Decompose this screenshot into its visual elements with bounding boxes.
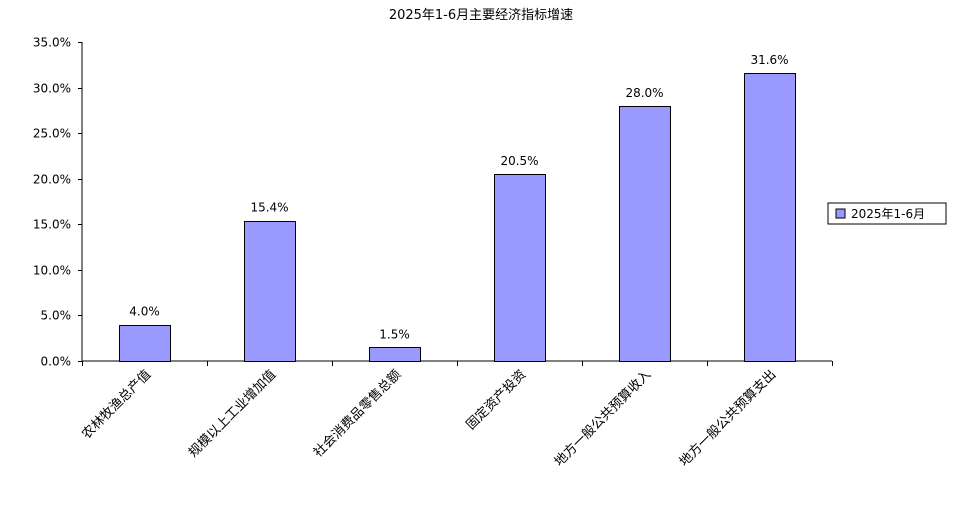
bar <box>119 325 171 362</box>
y-tick-label: 15.0% <box>33 218 71 232</box>
data-label: 31.6% <box>750 53 788 67</box>
y-tick-label: 10.0% <box>33 264 71 278</box>
y-tick-label: 5.0% <box>41 309 72 323</box>
y-tick-label: 30.0% <box>33 82 71 96</box>
data-label: 1.5% <box>379 327 410 341</box>
category-label: 地方一般公共预算收入 <box>551 367 654 470</box>
bar <box>494 174 546 362</box>
legend: 2025年1-6月 <box>827 202 947 225</box>
category-label: 地方一般公共预算支出 <box>676 367 779 470</box>
category-label: 规模以上工业增加值 <box>185 367 279 461</box>
data-label: 4.0% <box>129 305 160 319</box>
bar <box>619 106 671 362</box>
y-tick-label: 25.0% <box>33 127 71 141</box>
legend-box <box>827 202 947 225</box>
bar <box>369 347 421 362</box>
y-tick-label: 35.0% <box>33 36 71 50</box>
category-label: 社会消费品零售总额 <box>310 367 404 461</box>
category-label: 农林牧渔总产值 <box>79 367 155 443</box>
category-label: 固定资产投资 <box>463 367 529 433</box>
chart-title: 2025年1-6月主要经济指标增速 <box>389 8 573 23</box>
y-tick-label: 20.0% <box>33 173 71 187</box>
axes: 0.0% 5.0% 10.0% 15.0% 20.0% 25.0% 30.0% 35.0% <box>33 36 833 369</box>
data-label: 28.0% <box>625 86 663 100</box>
y-tick-label: 0.0% <box>41 355 72 369</box>
bar <box>744 73 796 362</box>
legend-swatch <box>835 208 846 219</box>
data-label: 15.4% <box>250 201 288 215</box>
bars: 4.0% 农林牧渔总产值 15.4% 规模以上工业增加值 1.5% 社会消费品零售总额 20… <box>79 53 796 470</box>
legend-label: 2025年1-6月 <box>851 207 925 221</box>
bar <box>244 221 296 362</box>
data-label: 20.5% <box>500 154 538 168</box>
